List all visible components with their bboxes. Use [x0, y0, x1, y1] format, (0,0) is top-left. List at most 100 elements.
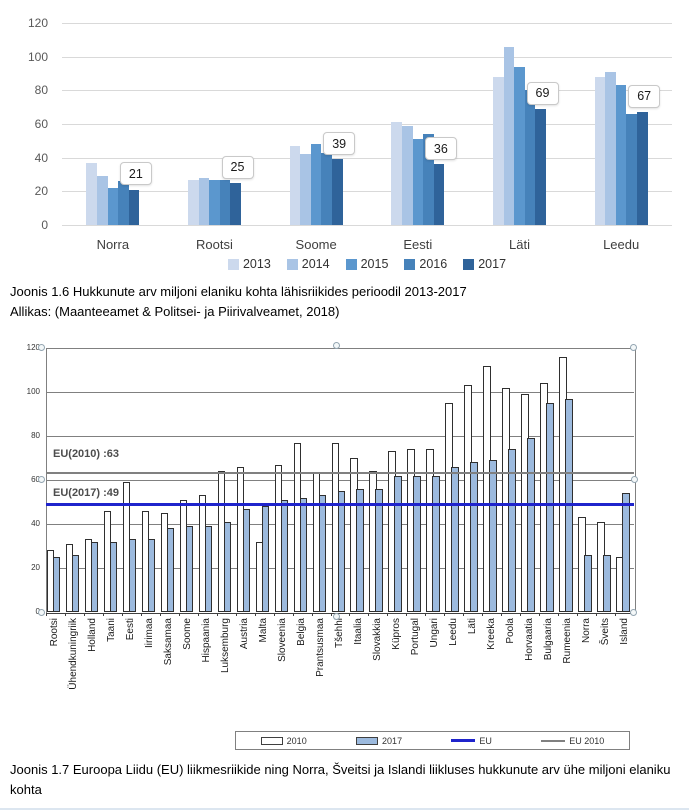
x-axis-label-rumeenia: Rumeenia [561, 618, 573, 664]
x-axis-label-bulgaaria: Bulgaaria [542, 618, 554, 661]
chart-joonis-1-6[interactable]: 0 20 40 60 80 100 120 Norra 21 Rootsi 25 Soome 39 Ees… [0, 10, 689, 278]
x-axis-label-austria: Austria [239, 618, 251, 650]
x-axis-label-tšehhi: Tšehhi [334, 618, 345, 649]
y-axis-label: 120 [26, 343, 40, 352]
gridline [46, 392, 634, 393]
bar-2017-taani [109, 541, 118, 612]
bar-2017-läti [535, 108, 546, 225]
category-label: Norra [96, 237, 130, 252]
y-axis-label: 80 [31, 431, 40, 440]
legend-item-2016: 2016 [404, 257, 447, 271]
bar-2014-leedu [605, 71, 616, 225]
chart1-legend: 2013 2014 2015 2016 2017 [62, 257, 672, 271]
x-axis-label-horvaatia: Horvaatia [523, 618, 535, 661]
data-label-callout: 67 [628, 84, 661, 108]
bar-2017-norra [128, 189, 140, 225]
bar-2017-tšehhi [337, 491, 345, 612]
selection-handle[interactable] [332, 612, 340, 620]
eu-2010-reference-line [46, 472, 634, 475]
selection-handle[interactable] [630, 475, 638, 483]
legend-label: 2010 [286, 735, 307, 746]
selection-handle[interactable] [37, 343, 45, 351]
x-axis-label-ühendkuningriik: Ühendkuningriik [68, 618, 80, 690]
x-axis-tick [178, 613, 180, 616]
bar-2015-rootsi [209, 179, 220, 225]
legend-item-2010: 2010 [260, 735, 307, 746]
x-axis-tick [425, 613, 427, 616]
bar-2017-leedu [637, 112, 648, 225]
selection-handle[interactable] [629, 343, 637, 351]
bar-2017-malta [261, 506, 270, 612]
legend-label: 2015 [360, 257, 389, 271]
x-axis-label-portugal: Portugal [409, 618, 421, 656]
legend-swatch-icon [345, 258, 357, 270]
eu-2017-reference-line [46, 503, 634, 506]
data-label-callout: 36 [424, 137, 457, 161]
bar-2016-rootsi [219, 179, 231, 225]
figure2-caption: Joonis 1.7 Euroopa Liidu (EU) liikmesrii… [10, 762, 671, 797]
bar-2017-soome [332, 159, 343, 225]
bar-2017-läti [470, 462, 478, 612]
y-axis-label: 80 [34, 83, 48, 98]
x-axis-label-belgia: Belgia [296, 618, 308, 646]
bar-2017-sloveenia [280, 499, 289, 612]
figure1-source: Allikas: (Maanteeamet & Politsei- ja Pii… [10, 304, 340, 319]
selection-handle[interactable] [37, 475, 45, 483]
y-axis-label: 40 [31, 519, 40, 528]
gridline [62, 124, 672, 125]
x-axis-label-malta: Malta [258, 618, 270, 643]
y-axis-label: 100 [26, 387, 40, 396]
bar-2017-slovakkia [375, 488, 383, 612]
bar-2017-prantsusmaa [318, 495, 327, 612]
bar-2017-kreeka [489, 460, 497, 612]
selection-handle[interactable] [37, 608, 45, 616]
x-axis-tick [539, 613, 541, 616]
category-label: Läti [509, 237, 530, 252]
bar-2013-läti [493, 76, 504, 225]
legend-label: 2014 [301, 257, 330, 271]
bar-2014-norra [96, 176, 108, 225]
data-label-callout: 25 [221, 155, 254, 179]
legend-item-eu-2010: EU 2010 [541, 736, 604, 746]
category-label: Soome [295, 237, 337, 252]
bar-2014-läti [503, 46, 515, 225]
bar-2017-eesti [128, 539, 137, 612]
y-axis-label: 20 [31, 563, 40, 572]
legend-label: EU [479, 735, 492, 746]
x-axis-tick [558, 613, 560, 616]
bar-2017-horvaatia [527, 438, 535, 612]
x-axis-label-prantsusmaa: Prantsusmaa [315, 618, 327, 677]
bar-2017-austria [242, 508, 251, 612]
legend-label: 2013 [242, 257, 271, 271]
x-axis-label-taani: Taani [106, 618, 118, 642]
bar-2015-soome [310, 144, 322, 225]
chart2-legend: 2010 2017 EU EU 2010 [235, 731, 630, 750]
x-axis-label-küpros: Küpros [390, 618, 402, 650]
chart-joonis-1-7[interactable]: 020406080100120RootsiÜhendkuningriikHoll… [0, 340, 689, 758]
legend-label: 2016 [419, 257, 448, 271]
legend-swatch-icon [260, 736, 283, 745]
bar-2017-šveits [603, 554, 611, 612]
bar-2017-eesti [433, 164, 445, 225]
x-axis-tick [444, 613, 446, 616]
gridline [62, 191, 672, 193]
legend-label: 2017 [382, 735, 403, 746]
x-axis-label-slovakkia: Slovakkia [371, 618, 383, 661]
x-axis-tick [615, 613, 617, 616]
selection-handle[interactable] [332, 341, 340, 349]
data-label-callout: 69 [526, 81, 559, 105]
bar-2013-leedu [594, 76, 606, 225]
eu-2010-annotation: EU(2010) :63 [53, 448, 120, 460]
x-axis-label-hispaania: Hispaania [201, 618, 213, 663]
selection-handle[interactable] [629, 608, 637, 616]
x-axis-label-luksemburg: Luksemburg [220, 618, 232, 674]
x-axis-label-saksamaa: Saksamaa [163, 618, 175, 666]
x-axis-tick [520, 613, 522, 616]
x-axis-tick [235, 613, 237, 616]
bar-2017-island [622, 493, 630, 612]
bar-2017-ungari [432, 475, 440, 612]
x-axis-label-iirimaa: Iirimaa [144, 618, 156, 649]
x-axis-tick [83, 613, 85, 616]
bar-2015-norra [107, 187, 119, 225]
